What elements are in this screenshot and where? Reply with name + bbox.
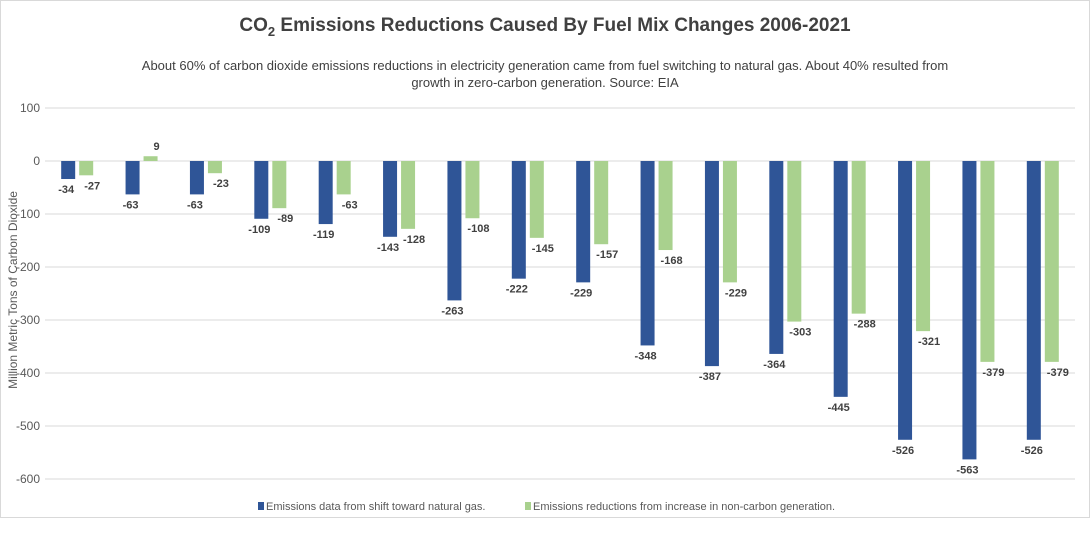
bar-natural-gas: [704, 161, 719, 367]
bar-non-carbon: [594, 161, 609, 245]
data-label: -445: [828, 402, 850, 414]
data-label: -563: [956, 464, 978, 476]
bar-natural-gas: [769, 161, 784, 354]
y-tick-label: -100: [16, 207, 40, 221]
subtitle-line-2: growth in zero-carbon generation. Source…: [411, 75, 679, 90]
data-label: -288: [854, 319, 876, 331]
bar-non-carbon: [916, 161, 931, 332]
bar-natural-gas: [383, 161, 398, 237]
data-label: 9: [154, 141, 160, 153]
data-label: -119: [313, 229, 334, 241]
data-label: -89: [277, 213, 293, 225]
data-label: -23: [213, 178, 229, 190]
bar-non-carbon: [401, 161, 416, 229]
bar-natural-gas: [318, 161, 333, 225]
bar-natural-gas: [962, 161, 977, 460]
data-label: -108: [467, 223, 489, 235]
bar-natural-gas: [898, 161, 913, 440]
data-label: -63: [342, 199, 358, 211]
bar-natural-gas: [189, 161, 204, 195]
bar-non-carbon: [1044, 161, 1059, 362]
y-tick-label: 100: [20, 101, 40, 115]
legend-swatch: [525, 502, 531, 510]
bar-non-carbon: [851, 161, 866, 314]
bar-non-carbon: [143, 156, 158, 161]
bar-natural-gas: [125, 161, 140, 195]
y-axis-label: Million Metric Tons of Carbon Dioxide: [6, 191, 20, 389]
bar-natural-gas: [1026, 161, 1041, 440]
data-label: -229: [725, 287, 747, 299]
bar-non-carbon: [658, 161, 673, 251]
data-label: -303: [789, 327, 811, 339]
bar-natural-gas: [254, 161, 269, 219]
bar-non-carbon: [980, 161, 995, 362]
y-tick-label: -600: [16, 472, 40, 486]
legend-swatch: [258, 502, 264, 510]
data-label: -348: [635, 350, 657, 362]
bar-natural-gas: [576, 161, 591, 283]
bar-non-carbon: [722, 161, 737, 283]
data-label: -379: [1047, 367, 1069, 379]
bar-non-carbon: [207, 161, 222, 174]
bar-non-carbon: [787, 161, 802, 322]
bar-natural-gas: [640, 161, 655, 346]
data-label: -27: [84, 180, 100, 192]
bar-natural-gas: [511, 161, 526, 279]
data-label: -168: [661, 255, 683, 267]
legend-label: Emissions data from shift toward natural…: [266, 501, 485, 513]
bar-non-carbon: [79, 161, 94, 176]
chart-title: CO2 Emissions Reductions Caused By Fuel …: [239, 15, 851, 39]
data-label: -128: [403, 234, 425, 246]
y-tick-label: -400: [16, 366, 40, 380]
data-label: -387: [699, 371, 721, 383]
bar-non-carbon: [529, 161, 544, 238]
y-tick-label: -200: [16, 260, 40, 274]
data-label: -263: [441, 305, 463, 317]
data-label: -109: [248, 224, 270, 236]
bar-natural-gas: [61, 161, 76, 180]
bar-non-carbon: [272, 161, 287, 209]
bar-natural-gas: [833, 161, 848, 397]
data-label: -157: [596, 249, 618, 261]
y-tick-label: 0: [33, 154, 40, 168]
bar-non-carbon: [465, 161, 480, 219]
y-tick-label: -300: [16, 313, 40, 327]
data-label: -321: [918, 336, 940, 348]
data-label: -364: [763, 359, 786, 371]
bar-natural-gas: [447, 161, 462, 301]
legend-label: Emissions reductions from increase in no…: [533, 501, 835, 513]
subtitle-line-1: About 60% of carbon dioxide emissions re…: [142, 58, 948, 73]
bar-non-carbon: [336, 161, 351, 195]
data-label: -526: [892, 445, 914, 457]
data-label: -145: [532, 243, 554, 255]
data-label: -143: [377, 242, 399, 254]
data-label: -229: [570, 287, 592, 299]
data-label: -63: [123, 199, 139, 211]
data-label: -222: [506, 284, 528, 296]
data-label: -526: [1021, 445, 1043, 457]
data-label: -34: [58, 184, 75, 196]
y-tick-label: -500: [16, 419, 40, 433]
data-label: -379: [982, 367, 1004, 379]
data-label: -63: [187, 199, 203, 211]
